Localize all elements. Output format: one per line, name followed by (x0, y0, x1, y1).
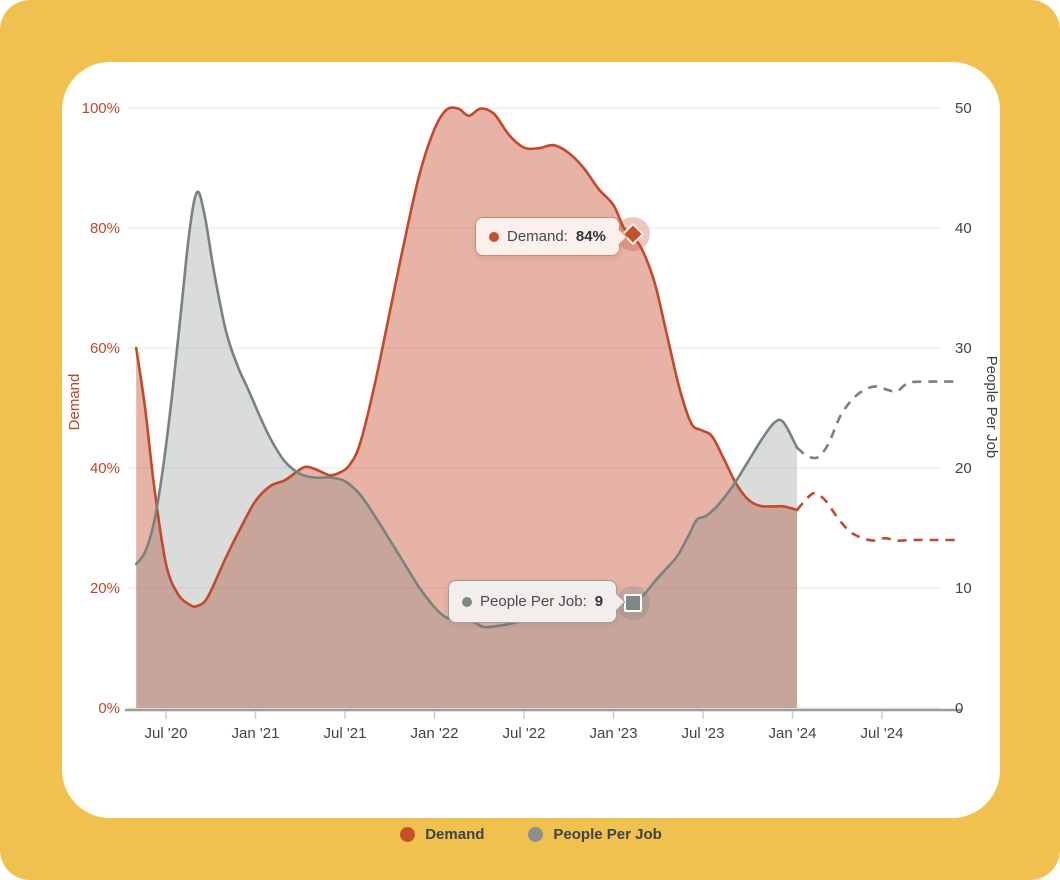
demand-tooltip-label: Demand: (507, 228, 568, 245)
right-tick-label: 0 (955, 700, 963, 717)
demand-tooltip-dot-icon (489, 231, 499, 242)
x-tick-label: Jan '24 (769, 725, 817, 742)
people-tooltip: People Per Job: 9 (448, 580, 626, 623)
x-tick-label: Jul '21 (324, 725, 367, 742)
demand-tooltip-value: 84% (575, 228, 606, 245)
left-tick-label: 80% (90, 220, 120, 237)
Demand-area (136, 107, 797, 709)
chart-card: Jul '20 Jan '21 Jul '21 Jan '22 Jul '22 Jan '… (62, 62, 1000, 843)
people-tooltip-value: 9 (594, 593, 604, 610)
left-tick-label: 60% (90, 340, 120, 357)
right-tick-label: 50 (955, 100, 972, 117)
legend: Demand People Per Job (62, 826, 1000, 843)
legend-item-people-per-job-label: People Per Job (553, 826, 662, 843)
People Per Job-forecast-line (796, 380, 960, 460)
people-legend-dot-icon (528, 827, 544, 842)
left-tick-label: 100% (82, 100, 120, 117)
people-point-marker[interactable] (624, 594, 642, 612)
chart-svg: Jul '20 Jan '21 Jul '21 Jan '22 Jul '22 Jan '… (62, 62, 1000, 818)
demand-tooltip: Demand: 84% (475, 217, 628, 256)
People Per Job-area (136, 191, 797, 709)
demand-legend-dot-icon (400, 827, 416, 842)
right-tick-label: 20 (955, 460, 972, 477)
left-tick-label: 40% (90, 460, 120, 477)
people-tooltip-dot-icon (462, 596, 472, 607)
x-tick-label: Jan '22 (411, 725, 459, 742)
left-tick-label: 0% (98, 700, 120, 717)
x-tick-label: Jul '20 (145, 725, 188, 742)
right-tick-label: 30 (955, 340, 972, 357)
legend-item-demand[interactable]: Demand (400, 826, 484, 843)
right-tick-label: 10 (955, 580, 972, 597)
Demand-forecast-line (796, 491, 960, 542)
left-axis-title: Demand (66, 374, 83, 431)
x-tick-label: Jul '24 (861, 725, 904, 742)
people-tooltip-label: People Per Job: (480, 593, 587, 610)
left-tick-label: 20% (90, 580, 120, 597)
right-tick-label: 40 (955, 220, 972, 237)
legend-item-demand-label: Demand (425, 826, 485, 843)
legend-item-people-per-job[interactable]: People Per Job (528, 826, 662, 843)
x-tick-label: Jul '23 (682, 725, 725, 742)
x-tick-label: Jul '22 (503, 725, 546, 742)
x-tick-label: Jan '23 (590, 725, 638, 742)
Demand-line (134, 106, 799, 609)
x-tick-label: Jan '21 (232, 725, 280, 742)
right-axis-title: People Per Job (983, 356, 1000, 459)
